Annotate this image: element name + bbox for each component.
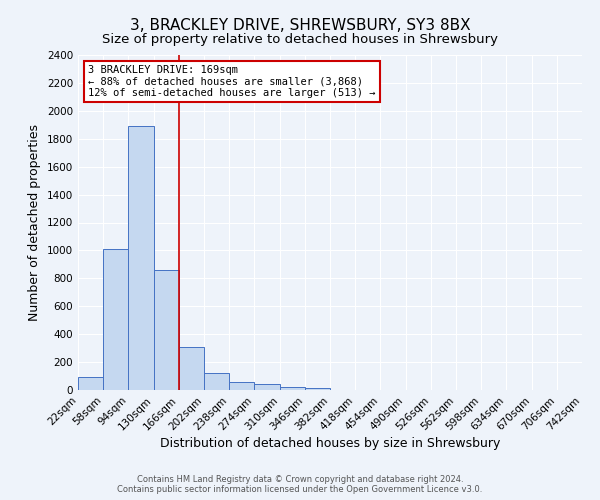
- Bar: [204, 373, 229, 390]
- Text: Size of property relative to detached houses in Shrewsbury: Size of property relative to detached ho…: [102, 32, 498, 46]
- Bar: [254, 384, 280, 390]
- Text: 3, BRACKLEY DRIVE, SHREWSBURY, SY3 8BX: 3, BRACKLEY DRIVE, SHREWSBURY, SY3 8BX: [130, 18, 470, 32]
- Bar: [305, 388, 330, 390]
- Bar: [78, 378, 103, 390]
- Bar: [103, 249, 128, 390]
- Bar: [280, 387, 305, 390]
- X-axis label: Distribution of detached houses by size in Shrewsbury: Distribution of detached houses by size …: [160, 438, 500, 450]
- Bar: [128, 126, 154, 390]
- Bar: [229, 382, 254, 390]
- Y-axis label: Number of detached properties: Number of detached properties: [28, 124, 41, 321]
- Text: Contains HM Land Registry data © Crown copyright and database right 2024.
Contai: Contains HM Land Registry data © Crown c…: [118, 474, 482, 494]
- Bar: [179, 346, 204, 390]
- Bar: [154, 270, 179, 390]
- Text: 3 BRACKLEY DRIVE: 169sqm
← 88% of detached houses are smaller (3,868)
12% of sem: 3 BRACKLEY DRIVE: 169sqm ← 88% of detach…: [88, 65, 376, 98]
